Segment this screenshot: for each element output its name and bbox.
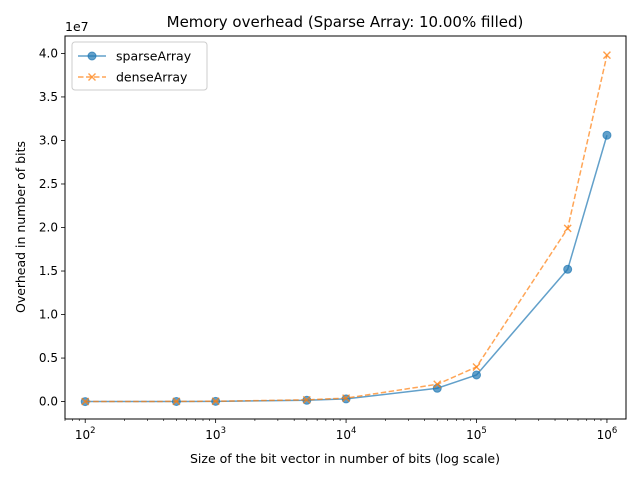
data-point-sparseArray bbox=[432, 383, 442, 393]
data-point-denseArray bbox=[172, 397, 181, 406]
chart-title: Memory overhead (Sparse Array: 10.00% fi… bbox=[167, 13, 524, 31]
legend-box bbox=[71, 41, 208, 91]
x-tick-label: 106 bbox=[597, 426, 618, 442]
y-tick-label: 4.0 bbox=[39, 46, 58, 60]
y-tick-label: 0.0 bbox=[39, 395, 58, 409]
x-tick-label: 102 bbox=[75, 426, 96, 442]
y-tick-label: 2.0 bbox=[39, 221, 58, 235]
y-axis-offset-label: 1e7 bbox=[65, 19, 89, 34]
legend-label-denseArray: denseArray bbox=[116, 70, 188, 85]
y-tick-label: 3.0 bbox=[39, 133, 58, 147]
x-tick-label: 105 bbox=[466, 426, 487, 442]
legend-marker-denseArray bbox=[88, 73, 96, 81]
data-point-denseArray bbox=[433, 380, 442, 389]
legend-label-sparseArray: sparseArray bbox=[116, 49, 192, 64]
data-point-sparseArray bbox=[602, 130, 612, 140]
y-tick-label: 3.5 bbox=[39, 90, 58, 104]
legend-marker-sparseArray bbox=[87, 51, 97, 61]
data-point-denseArray bbox=[563, 224, 572, 233]
series-layer bbox=[80, 51, 612, 407]
data-point-denseArray bbox=[472, 362, 481, 371]
data-point-denseArray bbox=[602, 51, 611, 60]
y-axis-label: Overhead in number of bits bbox=[13, 141, 28, 313]
y-tick-label: 2.5 bbox=[39, 177, 58, 191]
data-point-sparseArray bbox=[472, 370, 482, 380]
y-axis: 0.0 0.5 1.0 1.5 2.0 2.5 3.0 3.5 4.0 bbox=[39, 46, 65, 409]
data-point-denseArray bbox=[342, 394, 351, 403]
data-point-denseArray bbox=[211, 397, 220, 406]
x-axis: 102 103 104 105 106 bbox=[64, 419, 618, 442]
x-tick-label: 104 bbox=[336, 426, 357, 442]
x-axis-label: Size of the bit vector in number of bits… bbox=[190, 451, 500, 466]
y-tick-label: 1.5 bbox=[39, 264, 58, 278]
y-tick-label: 0.5 bbox=[39, 351, 58, 365]
x-tick-label: 103 bbox=[205, 426, 226, 442]
data-point-sparseArray bbox=[563, 264, 573, 274]
data-point-denseArray bbox=[81, 397, 90, 406]
y-tick-label: 1.0 bbox=[39, 308, 58, 322]
data-point-denseArray bbox=[302, 395, 311, 404]
legend: sparseArray denseArray bbox=[71, 41, 208, 91]
